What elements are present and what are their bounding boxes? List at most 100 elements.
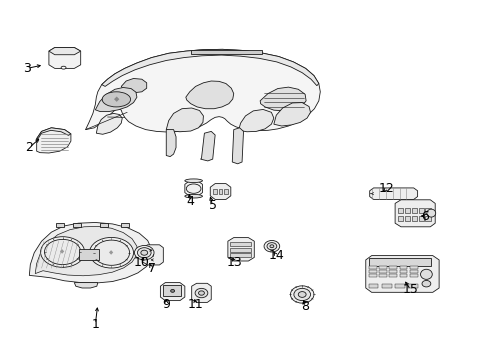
Polygon shape xyxy=(166,130,176,157)
Bar xyxy=(381,284,391,288)
Polygon shape xyxy=(166,108,203,132)
Ellipse shape xyxy=(170,289,174,292)
Bar xyxy=(399,270,407,273)
Polygon shape xyxy=(85,49,320,132)
Bar xyxy=(399,274,407,277)
Text: 2: 2 xyxy=(25,141,33,154)
Ellipse shape xyxy=(93,240,129,265)
Polygon shape xyxy=(29,222,151,283)
Bar xyxy=(411,208,416,213)
Ellipse shape xyxy=(198,291,204,295)
Bar xyxy=(409,266,417,269)
Polygon shape xyxy=(37,128,71,139)
Polygon shape xyxy=(49,48,81,55)
Text: 6: 6 xyxy=(421,210,428,222)
Ellipse shape xyxy=(290,286,313,303)
Polygon shape xyxy=(35,226,137,276)
Text: 10: 10 xyxy=(134,256,149,269)
Bar xyxy=(224,189,227,194)
Bar xyxy=(56,223,63,227)
Bar xyxy=(163,285,181,296)
Bar xyxy=(218,189,222,194)
Text: 15: 15 xyxy=(402,283,418,296)
Ellipse shape xyxy=(137,248,151,258)
Text: ◆: ◆ xyxy=(61,249,64,255)
Ellipse shape xyxy=(266,243,276,250)
Bar xyxy=(368,270,376,273)
Bar xyxy=(399,266,407,269)
Polygon shape xyxy=(37,128,71,153)
Bar xyxy=(190,50,261,54)
Text: 8: 8 xyxy=(301,300,309,312)
Polygon shape xyxy=(238,109,273,132)
Text: 11: 11 xyxy=(187,298,203,311)
Bar xyxy=(213,189,217,194)
Bar xyxy=(407,284,417,288)
Ellipse shape xyxy=(41,237,84,267)
Text: 4: 4 xyxy=(186,195,194,208)
Bar xyxy=(368,284,378,288)
Bar xyxy=(230,253,250,257)
Text: 9: 9 xyxy=(162,298,170,311)
Bar xyxy=(388,266,396,269)
Polygon shape xyxy=(227,238,254,261)
Ellipse shape xyxy=(421,280,430,287)
Bar xyxy=(418,208,423,213)
Bar xyxy=(404,208,409,213)
Ellipse shape xyxy=(269,245,273,248)
Bar xyxy=(409,274,417,277)
Bar xyxy=(388,270,396,273)
Ellipse shape xyxy=(44,239,81,265)
Bar xyxy=(409,270,417,273)
Polygon shape xyxy=(394,200,434,227)
Bar xyxy=(368,266,376,269)
Polygon shape xyxy=(102,49,318,86)
Bar xyxy=(418,216,423,221)
Ellipse shape xyxy=(134,246,154,260)
Ellipse shape xyxy=(264,240,279,252)
Bar xyxy=(394,284,404,288)
Bar xyxy=(378,274,386,277)
Bar xyxy=(425,216,430,221)
Bar xyxy=(388,274,396,277)
Text: 5: 5 xyxy=(208,199,216,212)
Polygon shape xyxy=(121,78,146,93)
Ellipse shape xyxy=(141,250,147,255)
Ellipse shape xyxy=(298,292,305,297)
Ellipse shape xyxy=(89,238,133,268)
Polygon shape xyxy=(191,283,211,302)
Polygon shape xyxy=(369,188,417,199)
Bar xyxy=(425,208,430,213)
Ellipse shape xyxy=(195,288,207,298)
Text: 12: 12 xyxy=(378,183,393,195)
Ellipse shape xyxy=(426,209,435,217)
Text: 13: 13 xyxy=(226,256,242,269)
Bar xyxy=(121,223,128,227)
Bar xyxy=(230,248,250,252)
Polygon shape xyxy=(95,87,137,112)
Polygon shape xyxy=(74,283,98,288)
Polygon shape xyxy=(200,131,215,161)
Text: ◆: ◆ xyxy=(114,96,119,102)
Ellipse shape xyxy=(293,288,310,301)
Bar xyxy=(79,249,99,260)
Bar xyxy=(397,208,403,213)
Ellipse shape xyxy=(184,194,202,198)
Ellipse shape xyxy=(420,269,431,279)
Bar xyxy=(368,258,430,266)
Ellipse shape xyxy=(102,92,130,107)
Bar xyxy=(100,223,107,227)
Polygon shape xyxy=(96,113,122,134)
Ellipse shape xyxy=(184,179,202,183)
Polygon shape xyxy=(210,184,230,199)
Bar xyxy=(397,216,403,221)
Polygon shape xyxy=(185,81,233,109)
Polygon shape xyxy=(184,181,202,196)
Polygon shape xyxy=(160,283,184,301)
Bar xyxy=(404,216,409,221)
Bar xyxy=(378,266,386,269)
Text: 1: 1 xyxy=(91,318,99,330)
Polygon shape xyxy=(232,128,243,164)
Bar xyxy=(411,216,416,221)
Bar xyxy=(230,242,250,246)
